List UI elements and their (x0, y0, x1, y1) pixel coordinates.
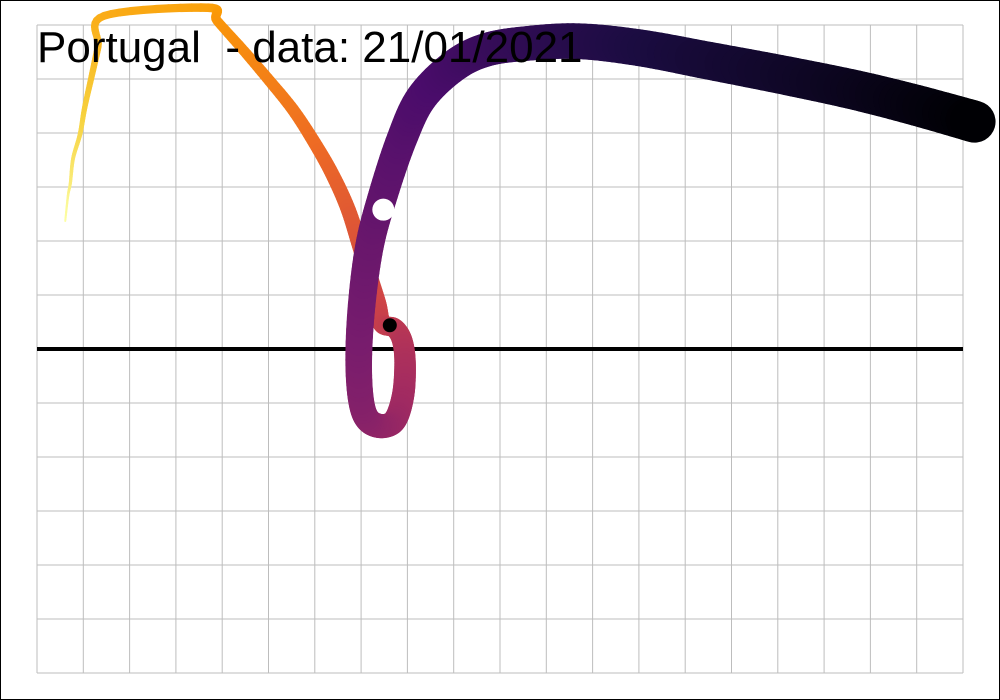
chart-title: Portugal - data: 21/01/2021 (37, 23, 583, 72)
series-marker-1 (372, 198, 395, 221)
markers-layer (372, 198, 397, 333)
series-marker-0 (382, 318, 397, 333)
series-segment (950, 99, 996, 143)
series-layer (64, 3, 996, 439)
